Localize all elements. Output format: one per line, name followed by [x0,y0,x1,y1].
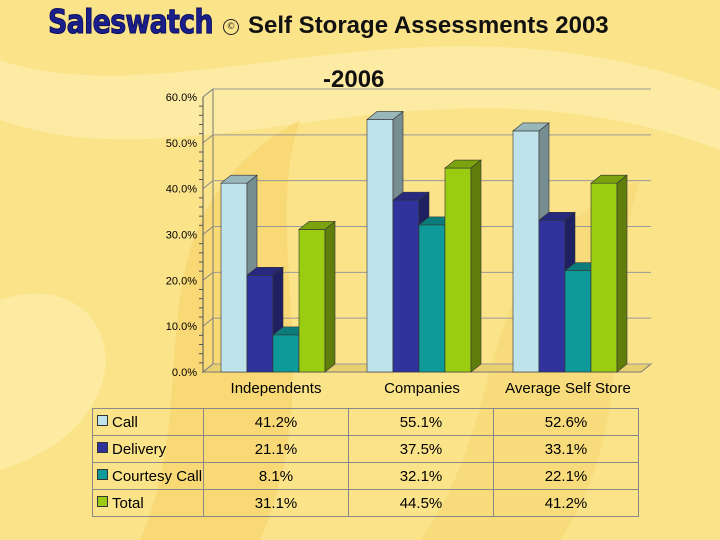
legend-swatch [97,414,108,426]
bar-total-front [590,182,618,373]
bar-courtesy-call-front [564,270,592,373]
bar-total-front [298,229,326,373]
copyright-icon: © [223,19,239,35]
brand-logo: Saleswatch [48,2,214,42]
gridline-diag [202,88,214,98]
bar-top [220,174,258,184]
y-tick-label: 20.0% [166,275,197,287]
y-tick-label: 0.0% [172,367,197,379]
gridline-diag [202,180,214,190]
table-row: Courtesy Call 8.1% 32.1% 22.1% [92,462,639,490]
table-cell: 37.5% [348,435,494,463]
legend-swatch [97,441,108,453]
table-row: Delivery 21.1% 37.5% 33.1% [92,435,639,463]
gridline-diag [202,317,214,327]
category-label-independents: Independents [230,380,322,397]
bar-side [324,220,336,373]
table-cell: 32.1% [348,462,494,490]
y-tick-label: 50.0% [166,138,197,150]
y-tick-label: 10.0% [166,321,197,333]
axis-layer: 0.0% 10.0% 20.0% 30.0% 40.0% 50.0% 60.0% [166,92,204,379]
table-cell: 33.1% [493,435,639,463]
bar-top [512,122,550,132]
bars-layer [220,110,628,373]
table-cell: 21.1% [203,435,349,463]
gridline-diag [202,363,214,373]
series-name: Total [112,494,144,512]
table-cell: 41.2% [493,489,639,517]
table-row: Total 31.1% 44.5% 41.2% [92,489,639,517]
row-header-total: Total [92,489,204,517]
bar-call-front [512,130,540,373]
y-tick-label: 30.0% [166,230,197,242]
bar-side [470,159,482,373]
bar-top [246,266,284,276]
bar-side [616,174,628,373]
bar-call-front [366,119,394,373]
bar-call-front [220,182,248,373]
page-title-line1: Self Storage Assessments 2003 [248,12,609,39]
bar-top [392,191,430,201]
series-name: Delivery [112,440,167,458]
row-header-call: Call [92,408,204,436]
table-cell: 22.1% [493,462,639,490]
table-cell: 55.1% [348,408,494,436]
table-row: Call 41.2% 55.1% 52.6% [92,408,639,436]
table-cell: 44.5% [348,489,494,517]
bar-top [298,221,336,230]
bar-delivery-front [538,219,566,373]
row-header-delivery: Delivery [92,435,204,463]
bar-top [538,211,576,221]
legend-swatch [97,468,108,480]
bar-delivery-front [246,274,274,373]
gridline-diag [202,226,214,235]
table-cell: 41.2% [203,408,349,436]
bar-top [444,159,482,169]
gridline-diag [202,134,214,144]
legend-swatch [97,495,108,507]
bar-total-front [444,167,472,373]
gridline-diag [202,271,214,281]
table-cell: 52.6% [493,408,639,436]
bar-courtesy-call-front [418,224,446,373]
table-cell: 8.1% [203,462,349,490]
table-cell: 31.1% [203,489,349,517]
series-name: Call [112,413,138,431]
bar-delivery-front [392,199,420,373]
bar-top [590,174,628,184]
category-label-companies: Companies [384,380,460,397]
y-tick-label: 40.0% [166,184,197,196]
data-table: Call 41.2% 55.1% 52.6% Delivery 21.1% 37… [92,408,639,517]
category-label-average-self-store: Average Self Store [505,380,631,397]
series-name: Courtesy Call [112,467,203,485]
bar-courtesy-call-front [272,334,300,373]
row-header-courtesy-call: Courtesy Call [92,462,204,490]
y-tick-label: 60.0% [166,92,197,104]
bar-top [366,111,404,120]
